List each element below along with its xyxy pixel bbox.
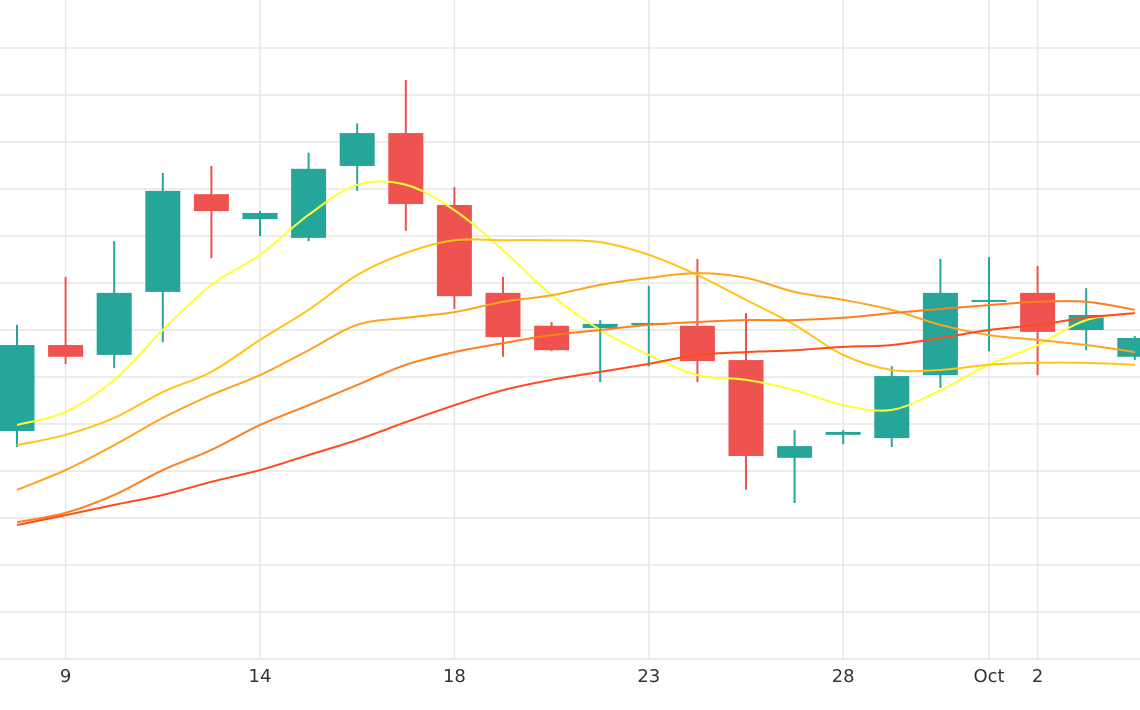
x-tick-label: Oct — [973, 666, 1004, 687]
candle-body — [971, 299, 1007, 302]
x-tick-label: 18 — [443, 666, 466, 687]
moving-average-line — [16, 238, 1135, 447]
candle-body — [582, 323, 618, 329]
candle-body — [534, 325, 570, 351]
candle-body — [48, 345, 84, 357]
x-tick-label: 9 — [60, 666, 71, 687]
moving-average-line — [16, 312, 1135, 527]
candle-body — [193, 194, 229, 212]
moving-average-line — [16, 300, 1135, 524]
x-tick-label: 28 — [832, 666, 855, 687]
x-tick-label: 14 — [249, 666, 272, 687]
candle-body — [777, 446, 813, 458]
moving-average-line — [16, 180, 1135, 426]
moving-average-line — [16, 272, 1135, 491]
candle-body — [728, 360, 764, 456]
x-tick-label: 23 — [637, 666, 660, 687]
candle-body — [825, 431, 861, 435]
candle-body — [145, 190, 181, 292]
candle-body — [388, 133, 424, 205]
candle-body — [436, 204, 472, 297]
candle-body — [96, 292, 132, 355]
candle-body — [0, 345, 35, 432]
candle-body — [291, 168, 327, 238]
x-tick-label: 2 — [1032, 666, 1043, 687]
candle-body — [1117, 337, 1140, 357]
candle-body — [339, 133, 375, 166]
candle-body — [242, 212, 278, 220]
candle-body — [922, 292, 958, 376]
